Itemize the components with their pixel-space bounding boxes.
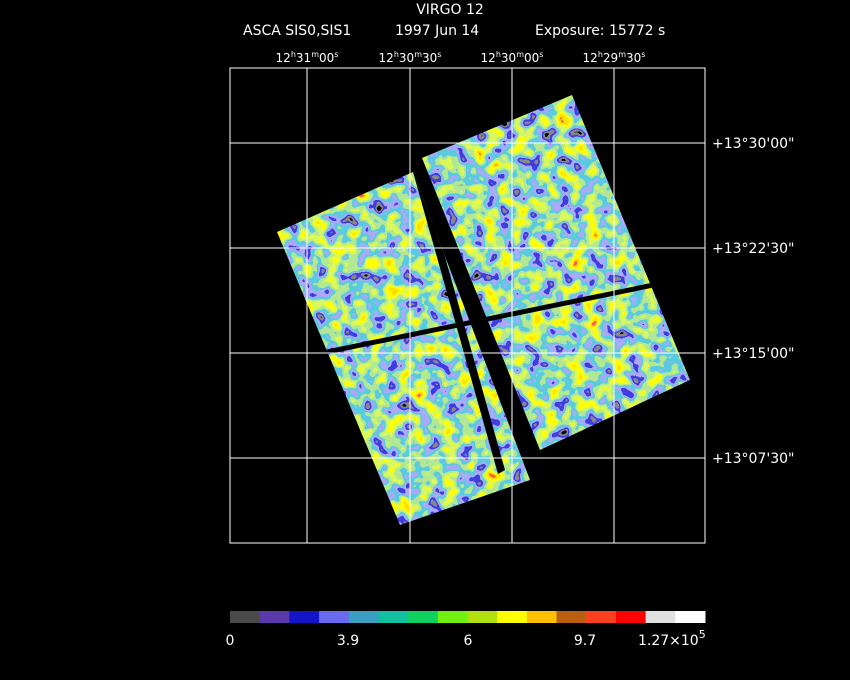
ra-value: 00 [524, 51, 539, 65]
coordinate-grid [229, 67, 706, 544]
ra-label: 12h30m00s [481, 50, 544, 65]
colorbar-swatch [259, 611, 290, 623]
colorbar-swatch [319, 611, 350, 623]
ra-value: 00 [319, 51, 334, 65]
colorbar-swatch [348, 611, 379, 623]
sky-image [277, 95, 690, 525]
ra-unit: h [394, 50, 399, 59]
ra-label: 12h29m30s [583, 50, 646, 65]
dec-label: +13°07'30" [712, 451, 794, 467]
dec-label: +13°30'00" [712, 136, 794, 152]
ra-unit: m [414, 50, 422, 59]
title: VIRGO 12 [416, 2, 484, 18]
ra-unit: s [334, 50, 338, 59]
colorbar-label: 6 [464, 633, 473, 649]
ra-value: 12 [379, 51, 394, 65]
instrument: ASCA SIS0,SIS1 [243, 23, 351, 39]
ra-unit: h [291, 50, 296, 59]
colorbar-max-exp: 5 [699, 628, 706, 641]
colorbar-swatch [408, 611, 439, 623]
colorbar-swatch [467, 611, 498, 623]
ra-value: 30 [626, 51, 641, 65]
colorbar-swatch [556, 611, 587, 623]
ra-label: 12h31m00s [276, 50, 339, 65]
ra-value: 12 [481, 51, 496, 65]
ra-unit: s [437, 50, 441, 59]
colorbar-max-label: 1.27×105 [638, 628, 706, 649]
ra-unit: m [311, 50, 319, 59]
ra-label: 12h30m30s [379, 50, 442, 65]
ra-value: 29 [603, 51, 618, 65]
colorbar-label: 3.9 [337, 633, 359, 649]
ra-unit: s [539, 50, 543, 59]
colorbar-swatch [437, 611, 468, 623]
ra-value: 30 [501, 51, 516, 65]
ra-unit: h [598, 50, 603, 59]
ra-value: 12 [276, 51, 291, 65]
dec-label: +13°22'30" [712, 241, 794, 257]
ra-value: 30 [399, 51, 414, 65]
colorbar-swatch [675, 611, 706, 623]
colorbar-swatch [378, 611, 409, 623]
ra-unit: m [618, 50, 626, 59]
colorbar-swatch [645, 611, 676, 623]
colorbar-swatch [526, 611, 558, 623]
ra-value: 12 [583, 51, 598, 65]
colorbar-max-base: 1.27×10 [638, 633, 699, 649]
ra-value: 31 [296, 51, 311, 65]
colorbar-swatch [230, 611, 261, 623]
dec-label: +13°15'00" [712, 346, 794, 362]
exposure: Exposure: 15772 s [535, 23, 665, 39]
colorbar-swatch [615, 611, 647, 623]
colorbar-swatch [586, 611, 617, 623]
ra-unit: m [516, 50, 524, 59]
ra-value: 30 [422, 51, 437, 65]
colorbar-swatch [289, 611, 320, 623]
ra-unit: s [641, 50, 645, 59]
colorbar-swatch [497, 611, 528, 623]
colorbar-label: 0 [226, 633, 235, 649]
ra-unit: h [496, 50, 501, 59]
colorbar-label: 9.7 [574, 633, 596, 649]
date: 1997 Jun 14 [395, 23, 479, 39]
